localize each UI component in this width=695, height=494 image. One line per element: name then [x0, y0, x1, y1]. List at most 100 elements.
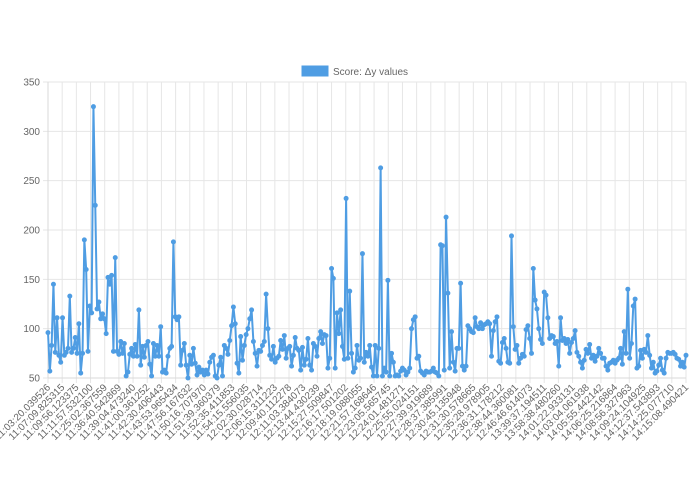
- data-point[interactable]: [261, 338, 267, 344]
- data-point[interactable]: [350, 369, 356, 375]
- data-point[interactable]: [570, 336, 576, 342]
- data-point[interactable]: [530, 265, 536, 271]
- data-point[interactable]: [363, 349, 369, 355]
- data-point[interactable]: [263, 291, 269, 297]
- data-point[interactable]: [447, 365, 453, 371]
- data-point[interactable]: [94, 306, 100, 312]
- data-point[interactable]: [338, 307, 344, 313]
- data-point[interactable]: [628, 340, 634, 346]
- data-point[interactable]: [565, 337, 571, 343]
- data-point[interactable]: [250, 338, 256, 344]
- data-point[interactable]: [587, 341, 593, 347]
- data-point[interactable]: [636, 363, 642, 369]
- data-point[interactable]: [361, 359, 367, 365]
- data-point[interactable]: [158, 324, 164, 330]
- data-point[interactable]: [412, 314, 418, 320]
- data-point[interactable]: [69, 349, 75, 355]
- data-point[interactable]: [470, 330, 476, 336]
- data-point[interactable]: [76, 321, 82, 327]
- data-point[interactable]: [365, 353, 371, 359]
- data-point[interactable]: [450, 359, 456, 365]
- data-point[interactable]: [259, 342, 265, 348]
- data-point[interactable]: [227, 338, 233, 344]
- data-point[interactable]: [132, 341, 138, 347]
- data-point[interactable]: [67, 293, 73, 299]
- data-point[interactable]: [381, 365, 387, 371]
- data-point[interactable]: [205, 371, 211, 377]
- data-point[interactable]: [223, 345, 229, 351]
- data-point[interactable]: [316, 336, 322, 342]
- data-point[interactable]: [461, 367, 467, 373]
- data-point[interactable]: [527, 336, 533, 342]
- data-point[interactable]: [105, 274, 111, 280]
- data-point[interactable]: [70, 345, 76, 351]
- data-point[interactable]: [58, 359, 64, 365]
- data-point[interactable]: [672, 351, 678, 357]
- data-point[interactable]: [650, 359, 656, 365]
- data-point[interactable]: [554, 338, 560, 344]
- data-point[interactable]: [85, 348, 91, 354]
- data-point[interactable]: [538, 337, 544, 343]
- data-point[interactable]: [387, 373, 393, 379]
- data-point[interactable]: [290, 352, 296, 358]
- data-point[interactable]: [165, 353, 171, 359]
- data-point[interactable]: [521, 353, 527, 359]
- data-point[interactable]: [383, 369, 389, 375]
- data-point[interactable]: [509, 233, 514, 239]
- data-point[interactable]: [74, 350, 80, 356]
- data-point[interactable]: [183, 362, 189, 368]
- data-point[interactable]: [539, 340, 545, 346]
- data-point[interactable]: [216, 362, 222, 368]
- data-point[interactable]: [332, 365, 338, 371]
- data-point[interactable]: [287, 343, 293, 349]
- data-point[interactable]: [576, 353, 582, 359]
- data-point[interactable]: [463, 363, 469, 369]
- data-point[interactable]: [156, 353, 162, 359]
- data-point[interactable]: [90, 104, 96, 110]
- data-point[interactable]: [523, 327, 529, 333]
- data-point[interactable]: [141, 354, 147, 360]
- data-point[interactable]: [190, 345, 196, 351]
- data-point[interactable]: [176, 314, 182, 320]
- data-point[interactable]: [229, 323, 235, 329]
- data-point[interactable]: [585, 350, 591, 356]
- data-point[interactable]: [443, 214, 449, 220]
- data-point[interactable]: [296, 347, 302, 353]
- data-point[interactable]: [574, 349, 580, 355]
- data-point[interactable]: [180, 347, 186, 353]
- data-point[interactable]: [281, 333, 287, 339]
- data-point[interactable]: [49, 342, 55, 348]
- data-point[interactable]: [479, 326, 485, 332]
- data-point[interactable]: [352, 365, 358, 371]
- data-point[interactable]: [494, 314, 500, 320]
- data-point[interactable]: [358, 355, 364, 361]
- data-point[interactable]: [87, 303, 93, 309]
- data-point[interactable]: [374, 373, 380, 379]
- data-point[interactable]: [345, 355, 351, 361]
- data-point[interactable]: [390, 359, 396, 365]
- data-point[interactable]: [663, 355, 669, 361]
- data-point[interactable]: [416, 353, 422, 359]
- data-point[interactable]: [318, 329, 324, 335]
- data-point[interactable]: [60, 315, 66, 321]
- data-point[interactable]: [389, 350, 395, 356]
- data-point[interactable]: [89, 310, 95, 316]
- data-point[interactable]: [618, 345, 624, 351]
- data-point[interactable]: [516, 360, 522, 366]
- data-point[interactable]: [143, 342, 149, 348]
- data-point[interactable]: [616, 355, 622, 361]
- data-point[interactable]: [330, 275, 336, 281]
- data-point[interactable]: [138, 362, 144, 368]
- data-point[interactable]: [643, 349, 649, 355]
- data-point[interactable]: [125, 369, 131, 375]
- data-point[interactable]: [329, 265, 335, 271]
- data-point[interactable]: [594, 353, 600, 359]
- data-point[interactable]: [336, 331, 342, 337]
- data-point[interactable]: [558, 315, 564, 321]
- data-point[interactable]: [278, 338, 284, 344]
- data-point[interactable]: [367, 342, 373, 348]
- data-point[interactable]: [103, 331, 109, 337]
- data-point[interactable]: [252, 350, 258, 356]
- data-point[interactable]: [472, 315, 478, 321]
- data-point[interactable]: [498, 360, 504, 366]
